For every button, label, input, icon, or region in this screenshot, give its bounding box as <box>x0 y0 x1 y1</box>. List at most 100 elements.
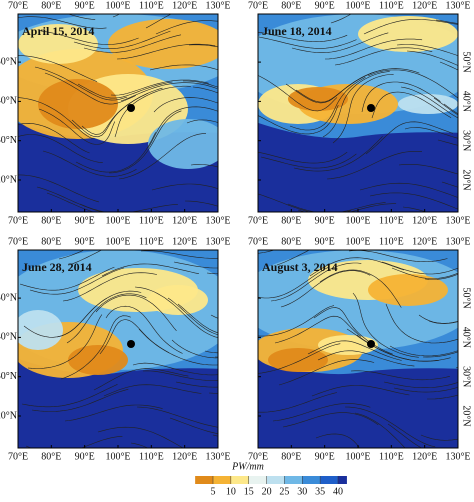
lon-tick-label: 110°E <box>379 215 404 226</box>
streamline <box>291 32 389 53</box>
lat-tick-label: 20°N <box>0 410 17 421</box>
streamline <box>396 44 458 57</box>
streamline <box>18 97 94 140</box>
colorbar-segment <box>248 476 267 484</box>
streamline <box>60 315 131 380</box>
streamline <box>101 263 199 277</box>
lon-tick-label: 80°E <box>281 451 301 462</box>
streamline <box>270 262 362 302</box>
lon-tick-label: 90°E <box>75 236 95 247</box>
lon-tick-label: 80°E <box>281 0 301 11</box>
lon-tick-label: 110°E <box>139 451 164 462</box>
lon-tick-label: 130°E <box>445 236 470 247</box>
streamline <box>118 133 207 180</box>
streamline <box>383 381 458 388</box>
streamline <box>173 261 218 269</box>
streamline <box>258 36 357 49</box>
streamline <box>188 44 218 48</box>
pw-region <box>18 310 63 350</box>
lon-tick-label: 120°E <box>172 215 197 226</box>
lon-tick-label: 130°E <box>445 451 470 462</box>
streamline <box>134 286 218 338</box>
lon-tick-label: 130°E <box>445 0 470 11</box>
streamline <box>439 61 458 71</box>
pw-region <box>108 19 218 69</box>
colorbar-tick-label: 25 <box>279 486 289 497</box>
streamline <box>389 345 458 357</box>
lon-tick-label: 130°E <box>205 236 230 247</box>
streamline <box>93 368 189 391</box>
streamline <box>83 34 182 53</box>
colorbar-segment <box>284 476 303 484</box>
streamline <box>75 132 156 173</box>
streamline <box>116 43 216 60</box>
lat-tick-label: 30°N <box>461 130 472 151</box>
streamline <box>371 91 452 119</box>
streamline <box>18 174 99 203</box>
lon-tick-label: 70°E <box>248 0 268 11</box>
colorbar-tick-label: 35 <box>315 486 325 497</box>
streamline <box>424 273 458 280</box>
streamline <box>19 266 115 291</box>
lon-tick-label: 110°E <box>379 0 404 11</box>
lon-tick-label: 80°E <box>41 236 61 247</box>
streamline <box>387 423 423 448</box>
streamline <box>433 97 458 116</box>
streamline <box>365 121 454 155</box>
lon-tick-label: 70°E <box>248 215 268 226</box>
streamline <box>422 351 458 358</box>
streamline <box>36 186 133 212</box>
streamline <box>418 314 458 324</box>
lon-tick-label: 120°E <box>412 451 437 462</box>
streamline <box>404 127 458 139</box>
lon-tick-label: 130°E <box>205 0 230 11</box>
streamline <box>278 359 375 386</box>
streamline <box>297 203 397 212</box>
lat-tick-label: 20°N <box>0 174 17 185</box>
lon-tick-label: 80°E <box>41 451 61 462</box>
streamline <box>151 183 218 191</box>
streamline <box>260 153 357 169</box>
lon-tick-label: 80°E <box>41 215 61 226</box>
lon-tick-label: 120°E <box>172 451 197 462</box>
colorbar-tick-label: 10 <box>226 486 236 497</box>
colorbar-segment <box>338 476 347 484</box>
streamline <box>192 86 218 94</box>
streamline <box>334 47 433 66</box>
streamline <box>428 320 458 324</box>
lat-tick-label: 50°N <box>461 287 472 308</box>
streamline <box>64 404 163 422</box>
colorbar-tick-label: 15 <box>244 486 254 497</box>
lon-tick-label: 70°E <box>8 451 28 462</box>
streamline <box>381 261 458 275</box>
streamline <box>18 122 90 154</box>
streamline <box>258 75 338 112</box>
streamline <box>42 150 137 177</box>
colorbar-segment <box>320 476 338 484</box>
streamline <box>62 272 158 302</box>
colorbar-segment <box>195 476 213 484</box>
streamline <box>31 388 129 412</box>
streamline <box>344 406 436 448</box>
lon-tick-label: 90°E <box>75 0 95 11</box>
streamline <box>186 119 218 124</box>
lon-tick-label: 100°E <box>345 0 370 11</box>
streamline <box>287 202 386 212</box>
lat-tick-label: 40°N <box>461 327 472 348</box>
colorbar-segment <box>213 476 231 484</box>
lon-tick-label: 70°E <box>8 215 28 226</box>
lon-tick-label: 120°E <box>412 236 437 247</box>
lon-tick-label: 90°E <box>75 451 95 462</box>
streamline <box>406 50 458 66</box>
streamline <box>105 305 183 354</box>
colorbar-tick-label: 5 <box>211 486 216 497</box>
streamline <box>95 294 177 331</box>
lon-tick-label: 90°E <box>315 451 335 462</box>
map-area <box>258 250 458 448</box>
panel-title: June 28, 2014 <box>22 260 92 274</box>
lon-tick-label: 90°E <box>315 0 335 11</box>
lat-tick-label: 30°N <box>0 371 17 382</box>
lat-tick-label: 50°N <box>0 56 17 67</box>
streamline <box>324 38 423 60</box>
streamline <box>38 108 116 145</box>
